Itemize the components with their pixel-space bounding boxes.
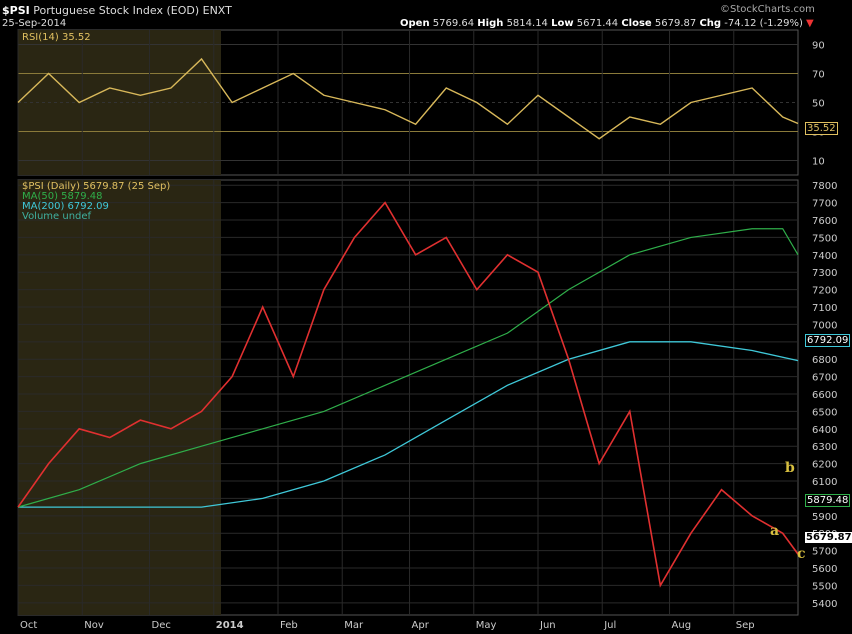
chg-label: Chg <box>699 18 722 29</box>
watermark: ©StockCharts.com <box>720 4 815 15</box>
month-label: Mar <box>344 620 364 631</box>
price-tick-label: 5600 <box>812 564 837 575</box>
price-tick-label: 5400 <box>812 599 837 610</box>
price-tick-label: 6300 <box>812 442 837 453</box>
index-name: Portuguese Stock Index (EOD) <box>33 4 200 17</box>
price-tick-label: 7700 <box>812 199 837 210</box>
month-label: Jul <box>603 620 616 631</box>
close-value-tag: 5679.87 <box>805 532 852 543</box>
close-value: 5679.87 <box>654 18 697 29</box>
rsi-value-tag: 35.52 <box>805 122 838 135</box>
month-label: Aug <box>672 620 692 631</box>
price-tick-label: 5500 <box>812 581 837 592</box>
price-shade <box>18 180 221 615</box>
price-tick-label: 7300 <box>812 268 837 279</box>
legend-price: $PSI (Daily) 5679.87 (25 Sep) <box>22 181 171 192</box>
price-tick-label: 7100 <box>812 303 837 314</box>
month-label: Nov <box>84 620 104 631</box>
price-tick-label: 7400 <box>812 251 837 262</box>
price-tick-label: 7600 <box>812 216 837 227</box>
wave-label-a: a <box>770 523 779 539</box>
legend-ma50: MA(50) 5879.48 <box>22 191 103 202</box>
down-arrow-icon: ▼ <box>806 18 814 29</box>
price-tick-label: 7500 <box>812 233 837 244</box>
rsi-tick-label: 10 <box>812 157 825 168</box>
month-label: 2014 <box>216 620 244 631</box>
legend-volume: Volume undef <box>22 211 92 222</box>
price-tick-label: 5900 <box>812 512 837 523</box>
open-label: Open <box>400 18 430 29</box>
date-label: 25-Sep-2014 <box>2 18 67 29</box>
rsi-legend: RSI(14) 35.52 <box>22 32 91 43</box>
month-label: Oct <box>20 620 37 631</box>
price-tick-label: 7200 <box>812 286 837 297</box>
month-label: May <box>476 620 497 631</box>
price-legend: $PSI (Daily) 5679.87 (25 Sep) MA(50) 587… <box>22 182 170 222</box>
price-tick-label: 7000 <box>812 320 837 331</box>
legend-ma200: MA(200) 6792.09 <box>22 201 109 212</box>
price-tick-label: 6800 <box>812 355 837 366</box>
wave-label-c: c <box>797 546 806 562</box>
month-label: Apr <box>412 620 430 631</box>
price-tick-label: 6100 <box>812 477 837 488</box>
price-tick-label: 6600 <box>812 390 837 401</box>
price-tick-label: 6200 <box>812 460 837 471</box>
ma50-value-tag: 5879.48 <box>805 494 851 507</box>
rsi-tick-label: 90 <box>812 41 825 52</box>
high-label: High <box>477 18 504 29</box>
exchange: ENXT <box>202 4 232 17</box>
open-value: 5769.64 <box>432 18 475 29</box>
low-value: 5671.44 <box>576 18 619 29</box>
chg-value: -74.12 (-1.29%) <box>724 18 803 29</box>
wave-label-b: b <box>785 460 795 476</box>
price-tick-label: 6700 <box>812 373 837 384</box>
ohlc-bar: Open 5769.64 High 5814.14 Low 5671.44 Cl… <box>400 18 814 29</box>
rsi-line <box>17 57 799 140</box>
month-label: Feb <box>280 620 298 631</box>
close-label: Close <box>621 18 652 29</box>
rsi-tick-label: 70 <box>812 70 825 81</box>
symbol: $PSI <box>2 4 30 17</box>
month-label: Jun <box>539 620 556 631</box>
ma200-value-tag: 6792.09 <box>805 334 851 347</box>
ma50-line <box>17 228 799 508</box>
low-label: Low <box>551 18 574 29</box>
price-tick-label: 5700 <box>812 547 837 558</box>
price-tick-label: 6500 <box>812 407 837 418</box>
month-label: Dec <box>152 620 171 631</box>
price-line <box>17 201 799 588</box>
price-tick-label: 6400 <box>812 425 837 436</box>
rsi-tick-label: 50 <box>812 99 825 110</box>
month-label: Sep <box>736 620 755 631</box>
price-tick-label: 7800 <box>812 181 837 192</box>
ma200-line <box>18 341 799 508</box>
high-value: 5814.14 <box>506 18 548 29</box>
